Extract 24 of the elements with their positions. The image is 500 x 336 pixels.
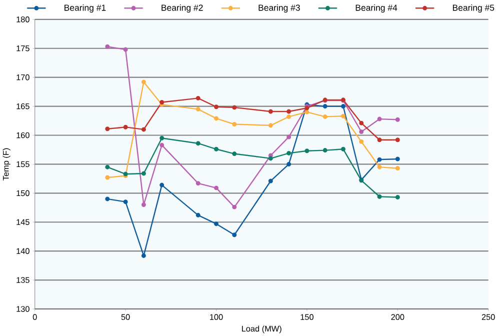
x-tick-label: 0 (32, 314, 37, 320)
y-tick-label: 145 (16, 219, 30, 225)
y-tick-label: 170 (16, 74, 30, 80)
x-axis-title: Load (MW) (242, 326, 282, 334)
y-tick-label: 140 (16, 248, 30, 254)
y-tick-label: 135 (16, 277, 30, 283)
y-tick-label: 180 (16, 16, 30, 22)
x-tick-label: 50 (121, 314, 130, 320)
y-tick-label: 130 (16, 306, 30, 312)
y-tick-label: 175 (16, 46, 30, 52)
legend-label: Bearing #4 (356, 4, 398, 13)
x-tick-label: 250 (482, 314, 495, 320)
x-tick-label: 200 (391, 314, 404, 320)
x-tick-label: 150 (300, 314, 314, 320)
y-axis-title: Temp (F) (2, 148, 10, 180)
legend-label: Bearing #1 (64, 4, 106, 13)
legend-label: Bearing #3 (258, 4, 300, 13)
x-tick-label: 100 (210, 314, 223, 320)
y-tick-label: 150 (16, 190, 30, 196)
legend-label: Bearing #2 (162, 4, 203, 13)
y-tick-label: 155 (16, 161, 30, 168)
legend-label: Bearing #5 (452, 4, 494, 13)
y-tick-label: 160 (16, 132, 30, 138)
y-tick-label: 165 (16, 103, 30, 110)
